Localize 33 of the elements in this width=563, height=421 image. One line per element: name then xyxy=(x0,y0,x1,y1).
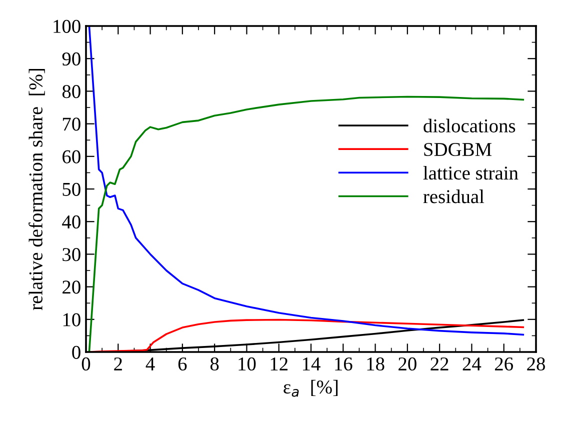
y-tick-label: 20 xyxy=(62,280,80,294)
y-tick-label: 70 xyxy=(62,118,80,131)
x-tick-label: 18 xyxy=(367,357,384,371)
x-tick-label: 8 xyxy=(210,357,219,371)
y-tick-label: 80 xyxy=(62,85,80,98)
y-tick-label: 100 xyxy=(54,20,80,33)
x-tick-label: 2 xyxy=(114,357,122,370)
y-tick-label: 10 xyxy=(63,313,80,326)
y-tick-label: 60 xyxy=(62,150,80,164)
y-tick-label: 90 xyxy=(62,52,80,66)
x-tick-label: 20 xyxy=(398,357,416,371)
legend-label: residual xyxy=(423,190,484,204)
x-tick-label: 26 xyxy=(494,357,513,371)
x-tick-label: 22 xyxy=(430,357,448,370)
legend-label: dislocations xyxy=(424,118,516,132)
x-tick-label: 14 xyxy=(302,358,320,370)
x-tick-label: 0 xyxy=(82,357,90,371)
y-tick-label: 0 xyxy=(72,346,80,359)
x-tick-label: 24 xyxy=(462,357,482,370)
y-axis-title: relative deformation share [%] xyxy=(28,68,45,310)
legend-label: SDGBM xyxy=(424,142,492,156)
x-tick-label: 12 xyxy=(270,357,288,370)
x-tick-label: 28 xyxy=(527,357,545,371)
y-tick-label: 40 xyxy=(62,215,80,229)
x-tick-label: 16 xyxy=(335,357,352,371)
legend-label: lattice strain xyxy=(423,166,518,180)
x-tick-label: 4 xyxy=(146,358,155,370)
x-axis-title: ε$_{a}$ [%] xyxy=(284,380,338,397)
x-tick-label: 10 xyxy=(238,357,256,371)
line-series xyxy=(88,26,524,336)
x-tick-label: 6 xyxy=(178,357,187,371)
y-tick-label: 50 xyxy=(62,182,80,196)
y-tick-label: 30 xyxy=(62,248,80,262)
